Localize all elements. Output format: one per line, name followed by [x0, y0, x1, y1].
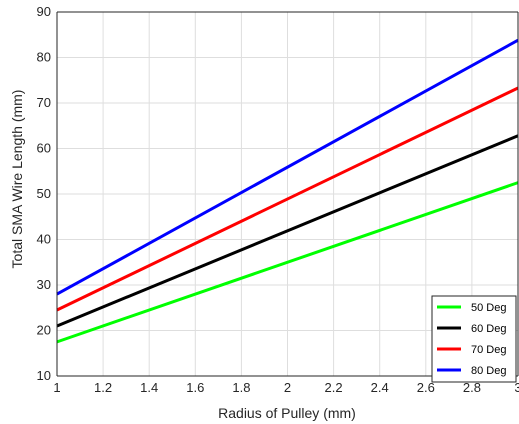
y-tick-label: 80 [37, 50, 51, 65]
legend-label-1: 50 Deg [471, 302, 506, 314]
x-tick-label: 3 [514, 380, 519, 395]
legend: 50 Deg 60 Deg 70 Deg 80 Deg [431, 295, 517, 383]
y-tick-label: 60 [37, 141, 51, 156]
legend-label-2: 60 Deg [471, 323, 506, 335]
x-tick-label: 1.6 [186, 380, 204, 395]
y-tick-label: 20 [37, 323, 51, 338]
x-tick-label: 2.2 [325, 380, 343, 395]
legend-label-4: 80 Deg [471, 365, 506, 377]
x-tick-label: 1 [53, 380, 60, 395]
y-tick-label: 40 [37, 232, 51, 247]
y-tick-label: 10 [37, 368, 51, 383]
x-tick-label: 2.6 [417, 380, 435, 395]
x-tick-label: 1.4 [140, 380, 158, 395]
legend-label-3: 70 Deg [471, 344, 506, 356]
legend-box [431, 295, 517, 383]
series-line-1 [56, 181, 519, 344]
tick-labels: 1 1.2 1.4 1.6 1.8 2 2.2 2.4 2.6 2.8 3 10 20 30 40 50 60 7… [37, 4, 519, 395]
x-tick-label: 1.8 [232, 380, 250, 395]
x-tick-label: 2.4 [371, 380, 389, 395]
y-axis-label: Total SMA Wire Length (mm) [9, 90, 25, 269]
x-axis-label: Radius of Pulley (mm) [218, 405, 356, 421]
series-line-3 [56, 86, 519, 312]
series-line-4 [56, 38, 519, 296]
series-layer [56, 38, 519, 344]
x-tick-label: 1.2 [94, 380, 112, 395]
x-tick-label: 2 [284, 380, 291, 395]
series-line-2 [56, 134, 519, 328]
y-tick-label: 70 [37, 95, 51, 110]
y-tick-label: 50 [37, 186, 51, 201]
x-tick-label: 2.8 [463, 380, 481, 395]
y-tick-label: 30 [37, 277, 51, 292]
y-tick-label: 90 [37, 4, 51, 19]
